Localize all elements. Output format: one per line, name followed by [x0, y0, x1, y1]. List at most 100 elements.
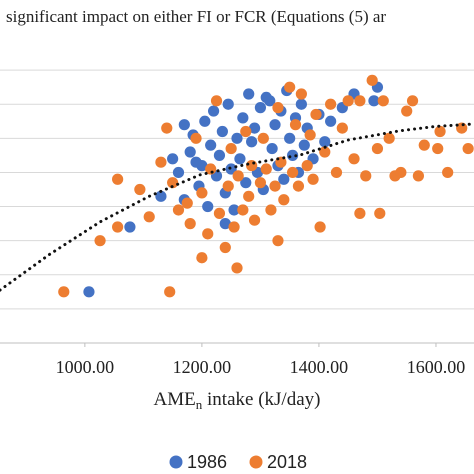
- point: [234, 153, 246, 165]
- point: [368, 95, 380, 107]
- point: [325, 115, 337, 127]
- point: [213, 149, 226, 161]
- point: [319, 136, 331, 148]
- point: [190, 132, 202, 144]
- point: [298, 139, 310, 151]
- point: [155, 156, 167, 168]
- point: [190, 156, 202, 168]
- legend-marker: [169, 455, 183, 469]
- point: [265, 204, 277, 216]
- point: [196, 187, 208, 199]
- point: [260, 163, 272, 175]
- point: [240, 125, 252, 138]
- point: [284, 132, 296, 144]
- point: [301, 160, 313, 172]
- point: [184, 218, 196, 230]
- x-tick-label: 1000.00: [56, 357, 115, 377]
- point: [269, 180, 281, 192]
- point: [112, 221, 124, 233]
- point: [210, 95, 223, 107]
- point: [314, 221, 326, 233]
- point: [94, 235, 106, 247]
- point: [292, 180, 305, 192]
- point: [307, 173, 319, 185]
- point: [401, 105, 413, 117]
- legend-label: 2018: [267, 452, 307, 472]
- point: [325, 98, 337, 110]
- point: [342, 95, 354, 107]
- point: [269, 119, 281, 131]
- point: [167, 153, 179, 165]
- point: [289, 119, 302, 131]
- point: [284, 81, 296, 93]
- point: [231, 262, 243, 274]
- point: [295, 88, 307, 100]
- point: [124, 221, 136, 233]
- point: [237, 204, 249, 216]
- point: [231, 132, 243, 144]
- point: [377, 95, 389, 107]
- point: [196, 252, 208, 264]
- point: [374, 207, 386, 219]
- point: [161, 122, 173, 134]
- point: [383, 132, 395, 144]
- point: [371, 142, 384, 155]
- point: [199, 115, 211, 127]
- point: [207, 105, 220, 117]
- point: [58, 286, 70, 298]
- point: [354, 207, 366, 219]
- point: [219, 218, 231, 230]
- point: [112, 173, 124, 185]
- point: [354, 95, 366, 107]
- point: [237, 112, 249, 124]
- point: [243, 190, 255, 202]
- point: [202, 200, 214, 213]
- x-tick-label: 1200.00: [173, 357, 232, 377]
- point: [225, 163, 237, 175]
- point: [222, 180, 234, 192]
- point: [254, 177, 267, 189]
- point: [172, 166, 185, 179]
- point: [216, 125, 228, 138]
- point: [181, 197, 193, 209]
- point: [240, 177, 252, 189]
- point: [248, 122, 261, 134]
- point: [178, 119, 190, 131]
- point: [143, 211, 155, 223]
- legend-marker: [249, 455, 263, 469]
- point: [266, 142, 278, 155]
- point: [83, 286, 95, 298]
- point: [272, 235, 284, 247]
- point: [202, 228, 214, 240]
- annotation: significant impact on either FI or FCR (…: [6, 7, 386, 26]
- point: [134, 183, 146, 196]
- point: [432, 142, 444, 155]
- legend-label: 1986: [187, 452, 227, 472]
- point: [172, 204, 185, 216]
- point: [228, 221, 240, 233]
- point: [219, 241, 231, 254]
- point: [412, 170, 425, 182]
- point: [155, 190, 167, 202]
- point: [248, 214, 261, 226]
- point: [246, 160, 258, 172]
- point: [257, 132, 269, 144]
- series-0: [83, 81, 384, 298]
- x-axis-title: AMEn intake (kJ/day): [154, 389, 321, 412]
- point: [278, 194, 290, 206]
- point: [462, 142, 474, 155]
- point: [348, 153, 360, 165]
- point: [278, 173, 290, 185]
- x-tick-label: 1600.00: [407, 357, 466, 377]
- series-1: [58, 74, 474, 298]
- x-tick-label: 1400.00: [290, 357, 349, 377]
- point: [442, 166, 454, 179]
- point: [406, 95, 419, 107]
- point: [295, 98, 307, 110]
- legend: 1986 2018: [169, 452, 307, 472]
- point: [434, 125, 446, 138]
- point: [164, 286, 176, 298]
- point: [310, 108, 322, 121]
- point: [232, 170, 244, 182]
